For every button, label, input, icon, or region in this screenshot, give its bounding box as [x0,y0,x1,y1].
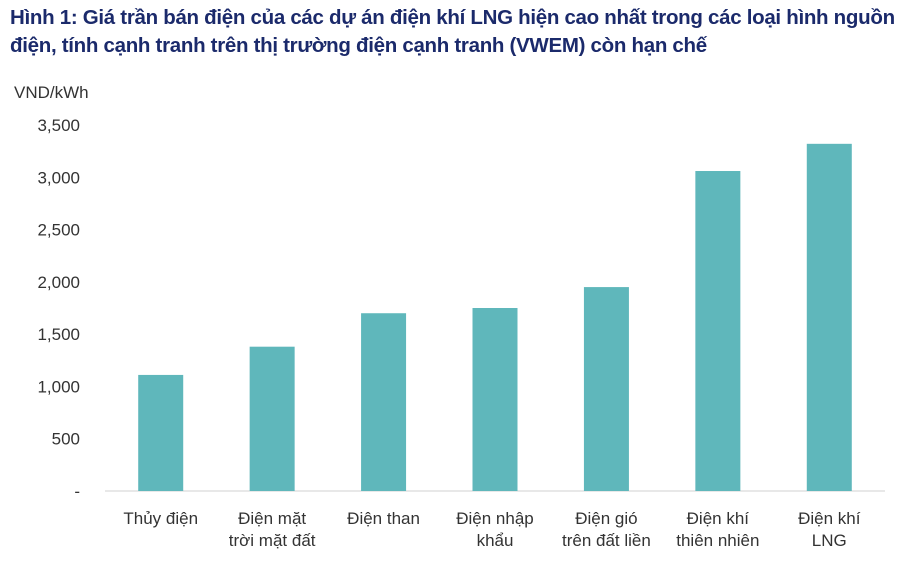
x-tick-label: Điện khí [798,509,861,528]
chart-title: Hình 1: Giá trần bán điện của các dự án … [10,6,895,57]
y-tick-label: 3,500 [37,116,80,135]
bar [472,308,518,491]
y-tick-label: 2,500 [37,221,80,240]
bar [806,143,852,491]
bar [361,313,407,491]
y-tick-label: 500 [52,430,80,449]
bar [138,374,184,491]
x-tick-label: Điện khí [687,509,750,528]
x-tick-label: thiên nhiên [676,531,759,550]
y-axis-label: VND/kWh [14,83,89,102]
bar [695,171,741,492]
y-tick-label: - [74,482,80,501]
y-tick-label: 2,000 [37,273,80,292]
x-tick-label: LNG [812,531,847,550]
bar [583,287,629,491]
x-tick-label: trời mặt đất [229,531,316,550]
x-tick-label: Điện nhập [456,509,534,528]
x-tick-label: trên đất liền [562,531,651,550]
x-tick-label: khẩu [477,531,514,550]
x-tick-label: Điện than [347,509,420,528]
y-tick-label: 3,000 [37,168,80,187]
bar [249,346,295,491]
x-tick-label: Điện gió [575,509,637,528]
y-tick-label: 1,500 [37,325,80,344]
y-tick-label: 1,000 [37,377,80,396]
x-tick-label: Thủy điện [123,509,198,528]
x-tick-label: Điện mặt [238,509,306,528]
